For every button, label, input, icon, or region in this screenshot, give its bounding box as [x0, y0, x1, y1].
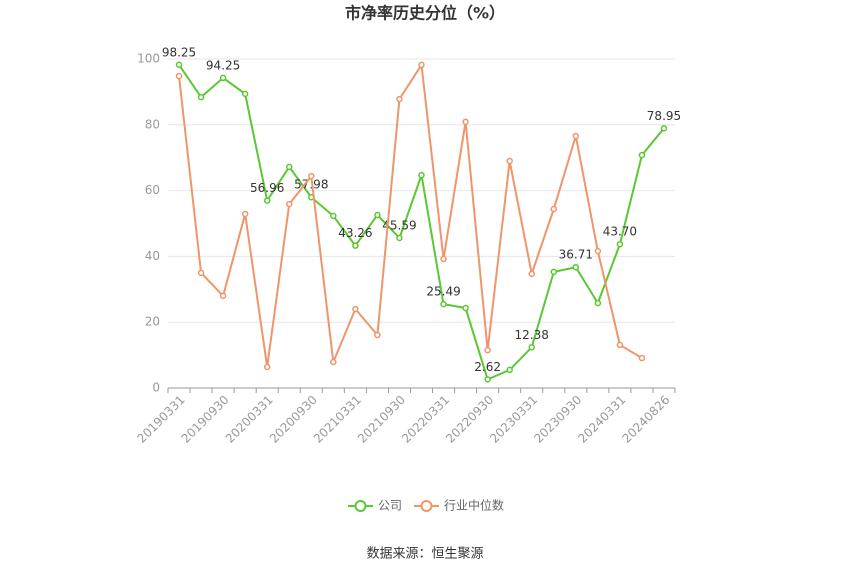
data-point [572, 132, 580, 140]
data-point [572, 263, 580, 271]
data-point [219, 74, 227, 82]
data-label: 12.38 [515, 328, 549, 342]
y-tick-label: 20 [145, 315, 160, 329]
data-point [263, 197, 271, 204]
data-point [308, 172, 315, 180]
data-point [550, 205, 558, 213]
data-label: 98.25 [162, 45, 196, 59]
legend-label: 行业中位数 [444, 498, 504, 513]
legend-label: 公司 [378, 499, 402, 513]
data-point [197, 93, 205, 101]
data-point [484, 346, 491, 354]
y-tick-label: 40 [145, 249, 160, 263]
data-point [396, 95, 403, 103]
data-point [594, 247, 602, 255]
data-point [440, 300, 447, 308]
data-label: 25.49 [426, 285, 460, 299]
data-point [506, 366, 513, 374]
data-point [506, 157, 513, 165]
data-point [638, 354, 646, 362]
data-point [219, 292, 227, 300]
series-line [178, 64, 665, 381]
data-point [616, 240, 624, 248]
data-point [528, 344, 535, 351]
data-point [175, 72, 183, 80]
data-point [462, 118, 469, 126]
series-line [178, 62, 643, 368]
data-point [374, 331, 381, 339]
data-label: 78.95 [647, 109, 681, 123]
data-point [638, 151, 646, 159]
data-label: 36.71 [559, 248, 593, 262]
data-point [660, 125, 668, 132]
data-point [285, 200, 293, 208]
data-point [418, 61, 425, 69]
legend-marker [420, 500, 433, 512]
data-label: 43.70 [603, 225, 637, 239]
data-point [440, 255, 447, 263]
y-tick-label: 60 [145, 183, 160, 197]
y-tick-label: 80 [145, 117, 160, 131]
data-label: 45.59 [382, 219, 416, 233]
data-point [330, 212, 337, 220]
data-label: 2.62 [474, 360, 501, 374]
data-point [175, 61, 183, 69]
x-tick-label: 20240826 [619, 393, 672, 446]
data-point [616, 341, 624, 349]
data-point [285, 163, 293, 171]
data-label: 94.25 [206, 58, 240, 72]
data-point [241, 90, 249, 98]
data-point [197, 269, 205, 277]
data-point [241, 210, 249, 218]
data-point [396, 234, 403, 242]
data-point [462, 304, 469, 312]
y-tick-label: 0 [152, 381, 160, 395]
y-tick-label: 100 [137, 52, 160, 66]
chart-title: 市净率历史分位（%） [345, 4, 505, 23]
data-point [528, 270, 535, 278]
data-point [594, 299, 602, 307]
legend-marker [354, 500, 367, 512]
data-point [374, 211, 381, 219]
data-point [352, 242, 359, 249]
data-label: 56.96 [250, 181, 284, 195]
data-label: 43.26 [338, 226, 372, 240]
data-point [550, 268, 558, 276]
data-point [418, 171, 425, 179]
source-note: 数据来源：恒生聚源 [366, 547, 483, 562]
data-point [352, 305, 359, 313]
data-point [263, 363, 271, 371]
data-point [330, 358, 337, 366]
data-point [484, 376, 491, 383]
